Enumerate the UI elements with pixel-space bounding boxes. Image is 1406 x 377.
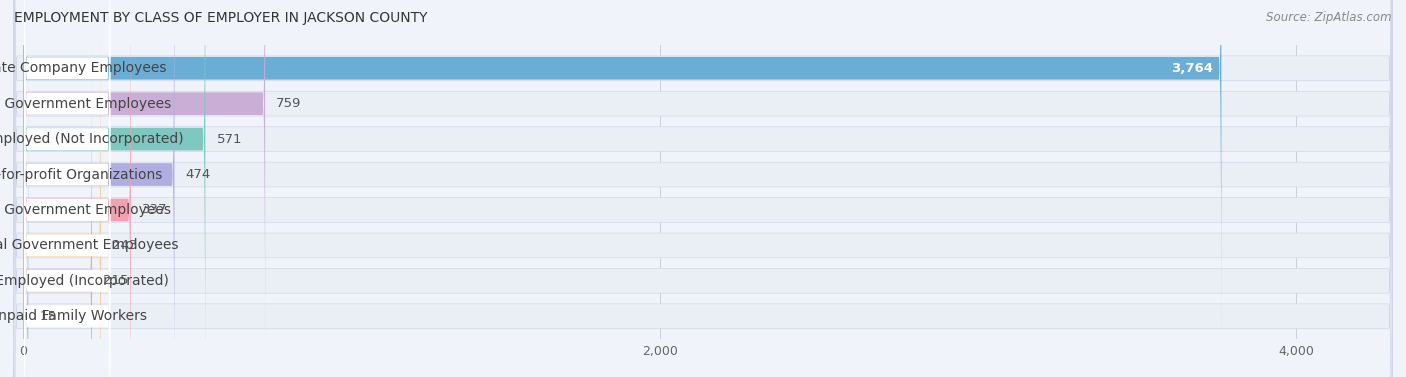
FancyBboxPatch shape: [14, 0, 1392, 377]
FancyBboxPatch shape: [14, 0, 1392, 377]
FancyBboxPatch shape: [24, 0, 110, 377]
FancyBboxPatch shape: [24, 44, 28, 377]
FancyBboxPatch shape: [14, 0, 1392, 377]
Text: 15: 15: [39, 310, 56, 323]
FancyBboxPatch shape: [24, 0, 110, 341]
Text: State Government Employees: State Government Employees: [0, 203, 172, 217]
Text: 337: 337: [142, 204, 167, 216]
Text: Not-for-profit Organizations: Not-for-profit Organizations: [0, 167, 162, 182]
Text: Unpaid Family Workers: Unpaid Family Workers: [0, 309, 146, 323]
Text: Self-Employed (Incorporated): Self-Employed (Incorporated): [0, 274, 169, 288]
FancyBboxPatch shape: [14, 0, 1392, 377]
FancyBboxPatch shape: [14, 0, 1392, 377]
FancyBboxPatch shape: [24, 0, 110, 377]
Text: 3,764: 3,764: [1171, 62, 1213, 75]
FancyBboxPatch shape: [24, 0, 101, 377]
FancyBboxPatch shape: [24, 0, 1222, 340]
FancyBboxPatch shape: [24, 0, 266, 376]
Text: Local Government Employees: Local Government Employees: [0, 97, 170, 111]
FancyBboxPatch shape: [24, 0, 131, 377]
Text: Private Company Employees: Private Company Employees: [0, 61, 167, 75]
Text: Federal Government Employees: Federal Government Employees: [0, 238, 179, 253]
FancyBboxPatch shape: [24, 0, 110, 376]
Text: 243: 243: [112, 239, 138, 252]
FancyBboxPatch shape: [24, 44, 110, 377]
FancyBboxPatch shape: [24, 0, 110, 377]
FancyBboxPatch shape: [24, 0, 110, 377]
FancyBboxPatch shape: [14, 0, 1392, 377]
FancyBboxPatch shape: [24, 9, 91, 377]
FancyBboxPatch shape: [24, 8, 110, 377]
Text: EMPLOYMENT BY CLASS OF EMPLOYER IN JACKSON COUNTY: EMPLOYMENT BY CLASS OF EMPLOYER IN JACKS…: [14, 11, 427, 25]
FancyBboxPatch shape: [14, 0, 1392, 377]
Text: 474: 474: [186, 168, 211, 181]
Text: 571: 571: [217, 133, 242, 146]
Text: 759: 759: [276, 97, 302, 110]
FancyBboxPatch shape: [24, 0, 174, 377]
Text: 215: 215: [103, 274, 129, 287]
FancyBboxPatch shape: [14, 0, 1392, 377]
Text: Source: ZipAtlas.com: Source: ZipAtlas.com: [1267, 11, 1392, 24]
Text: Self-Employed (Not Incorporated): Self-Employed (Not Incorporated): [0, 132, 184, 146]
FancyBboxPatch shape: [24, 0, 205, 377]
